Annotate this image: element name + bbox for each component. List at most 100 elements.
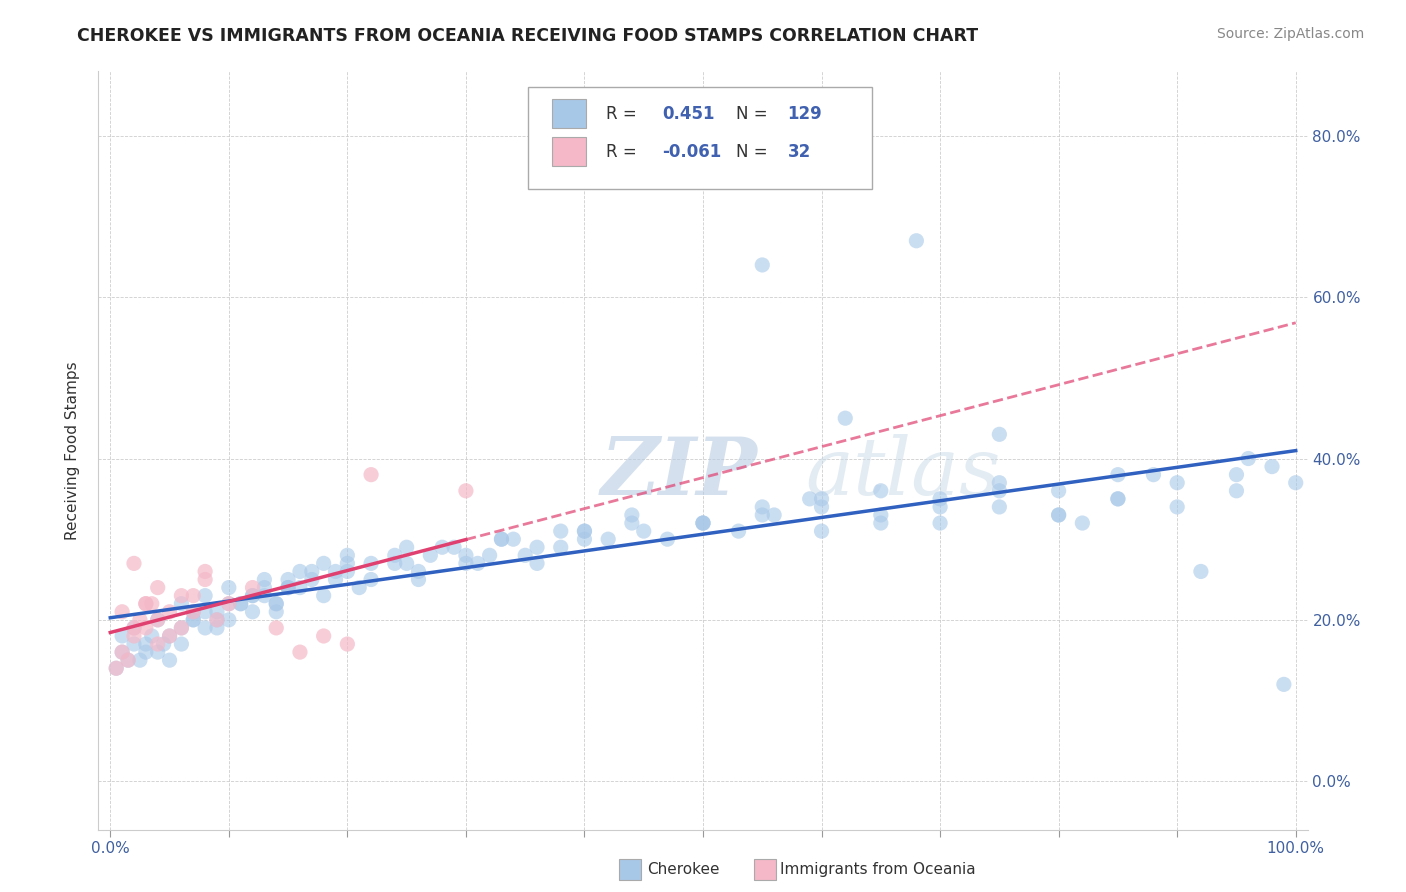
Point xyxy=(129,653,152,667)
Point xyxy=(301,565,323,579)
Point xyxy=(325,573,347,587)
Point xyxy=(550,524,572,538)
Point xyxy=(1272,677,1295,691)
Point xyxy=(170,637,193,651)
FancyBboxPatch shape xyxy=(551,137,586,166)
FancyBboxPatch shape xyxy=(551,99,586,128)
Point xyxy=(905,234,928,248)
Point xyxy=(277,581,299,595)
Text: R =: R = xyxy=(606,143,637,161)
Point xyxy=(312,589,335,603)
Point xyxy=(1285,475,1308,490)
Point xyxy=(146,645,169,659)
Point xyxy=(419,549,441,563)
Point xyxy=(574,524,596,538)
Point xyxy=(170,621,193,635)
Point xyxy=(751,258,773,272)
Point xyxy=(146,581,169,595)
Point xyxy=(727,524,749,538)
Point xyxy=(205,613,228,627)
Point xyxy=(170,621,193,635)
Point xyxy=(336,557,359,571)
Point xyxy=(1107,491,1129,506)
Point xyxy=(141,597,163,611)
Point xyxy=(834,411,856,425)
Point xyxy=(135,637,157,651)
Point xyxy=(170,597,193,611)
Point xyxy=(1225,467,1247,482)
Point xyxy=(336,549,359,563)
Point xyxy=(432,541,454,555)
Point xyxy=(218,613,240,627)
Point xyxy=(312,557,335,571)
Point xyxy=(478,549,501,563)
Point xyxy=(1107,467,1129,482)
Point xyxy=(117,653,139,667)
Point xyxy=(633,524,655,538)
Point xyxy=(810,491,832,506)
Point xyxy=(122,557,145,571)
Point xyxy=(205,621,228,635)
Point xyxy=(170,589,193,603)
Point xyxy=(467,557,489,571)
Point xyxy=(988,427,1011,442)
Point xyxy=(135,645,157,659)
Point xyxy=(229,597,252,611)
Text: CHEROKEE VS IMMIGRANTS FROM OCEANIA RECEIVING FOOD STAMPS CORRELATION CHART: CHEROKEE VS IMMIGRANTS FROM OCEANIA RECE… xyxy=(77,27,979,45)
Point xyxy=(253,581,276,595)
Text: atlas: atlas xyxy=(806,434,1001,512)
Point xyxy=(1071,516,1094,530)
Point xyxy=(1225,483,1247,498)
Point xyxy=(122,621,145,635)
Point xyxy=(574,532,596,546)
Text: -0.061: -0.061 xyxy=(662,143,721,161)
Point xyxy=(810,500,832,514)
Point xyxy=(360,573,382,587)
Point xyxy=(159,629,181,643)
Point xyxy=(491,532,513,546)
Text: 32: 32 xyxy=(787,143,811,161)
Point xyxy=(242,589,264,603)
Point xyxy=(122,629,145,643)
Point xyxy=(194,621,217,635)
Point xyxy=(620,508,643,522)
Point xyxy=(152,637,174,651)
Point xyxy=(117,653,139,667)
Point xyxy=(277,573,299,587)
Point xyxy=(111,645,134,659)
Point xyxy=(194,589,217,603)
Point xyxy=(347,581,370,595)
Point xyxy=(799,491,821,506)
Point xyxy=(105,661,128,675)
Point xyxy=(253,589,276,603)
Point xyxy=(194,605,217,619)
Point xyxy=(336,637,359,651)
Point xyxy=(205,605,228,619)
Point xyxy=(384,549,406,563)
Point xyxy=(105,661,128,675)
Point xyxy=(515,549,537,563)
Point xyxy=(929,500,952,514)
Point xyxy=(301,573,323,587)
Point xyxy=(1142,467,1164,482)
Point xyxy=(159,605,181,619)
Point xyxy=(181,613,204,627)
Point xyxy=(288,645,311,659)
Text: Source: ZipAtlas.com: Source: ZipAtlas.com xyxy=(1216,27,1364,41)
Point xyxy=(111,645,134,659)
Point xyxy=(751,500,773,514)
Point xyxy=(218,597,240,611)
Point xyxy=(502,532,524,546)
Point xyxy=(264,597,287,611)
Point xyxy=(1237,451,1260,466)
Point xyxy=(159,629,181,643)
Point xyxy=(288,581,311,595)
Point xyxy=(194,573,217,587)
Point xyxy=(135,621,157,635)
Point xyxy=(218,597,240,611)
Point xyxy=(242,605,264,619)
Point xyxy=(395,557,418,571)
Point xyxy=(988,500,1011,514)
Text: N =: N = xyxy=(735,143,768,161)
Point xyxy=(1047,483,1070,498)
